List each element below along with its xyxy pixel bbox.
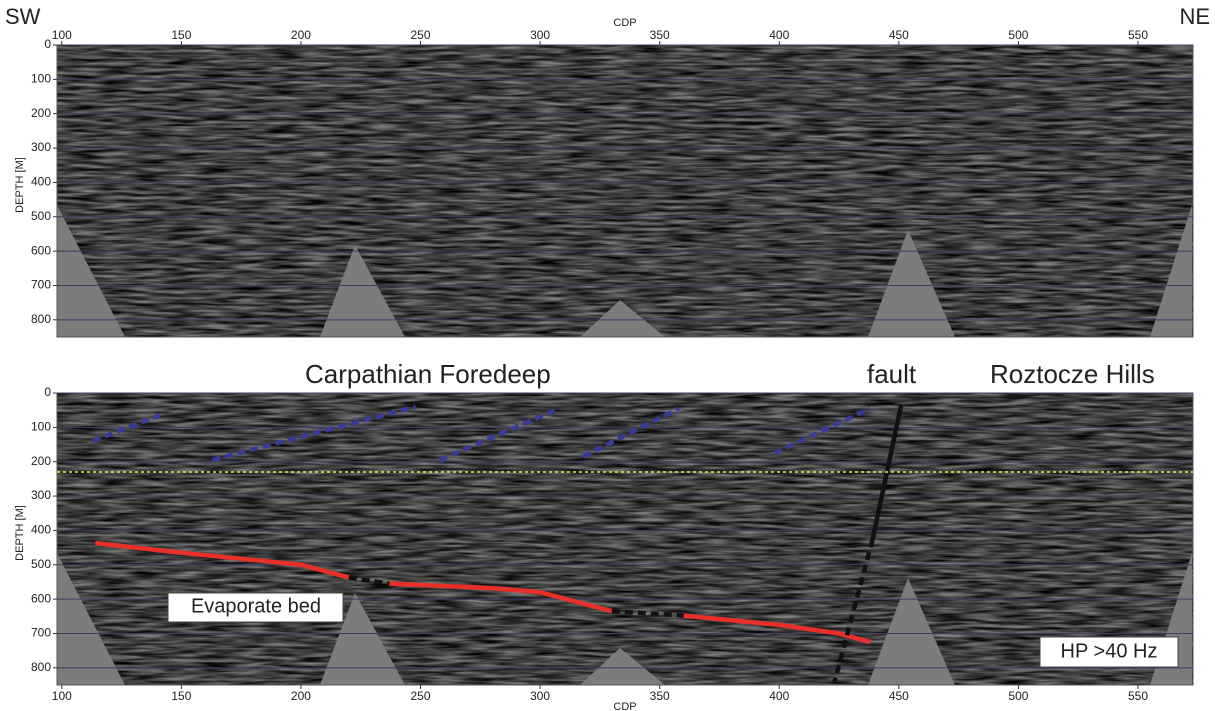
mute-zone xyxy=(868,230,955,337)
interpretation-line xyxy=(611,608,684,618)
x-axis-label: CDP xyxy=(613,17,636,29)
y-tick-label: 600 xyxy=(31,243,51,257)
y-tick-label: 700 xyxy=(31,278,51,292)
y-tick-label: 500 xyxy=(31,209,51,223)
interpretation-line xyxy=(389,581,613,614)
y-tick-label: 200 xyxy=(31,106,51,120)
interpretation-line xyxy=(211,404,417,463)
x-tick-label: 300 xyxy=(530,689,550,703)
y-tick-label: 700 xyxy=(31,626,51,640)
annotation: Roztocze Hills xyxy=(990,359,1155,389)
left-label: SW xyxy=(5,4,41,29)
x-tick-label: 150 xyxy=(171,689,191,703)
annotation: HP >40 Hz xyxy=(1061,640,1158,662)
interpretation-line xyxy=(773,406,872,456)
y-tick-label: 800 xyxy=(31,312,51,326)
mute-zone xyxy=(1150,205,1192,337)
interpretation-line xyxy=(582,406,680,459)
x-tick-label: 250 xyxy=(411,689,431,703)
mute-zone xyxy=(580,300,665,337)
annotation-box xyxy=(167,592,344,623)
mute-zone xyxy=(320,593,405,685)
annotation: Evaporate bed xyxy=(191,595,321,617)
seismic-texture xyxy=(57,393,1193,685)
mute-zone xyxy=(580,648,665,685)
y-tick-label: 800 xyxy=(31,660,51,674)
mute-zone xyxy=(320,245,405,337)
mute-zone xyxy=(57,553,125,685)
x-tick-label: 200 xyxy=(291,28,311,42)
right-label: NE xyxy=(1179,4,1210,29)
x-tick-label: 400 xyxy=(769,689,789,703)
x-tick-label: 500 xyxy=(1008,689,1028,703)
seismic-texture xyxy=(57,45,1193,337)
y-tick-label: 300 xyxy=(31,488,51,502)
y-tick-label: 0 xyxy=(44,385,51,399)
y-tick-label: 400 xyxy=(31,175,51,189)
mute-zone xyxy=(868,578,955,685)
x-tick-label: 150 xyxy=(171,28,191,42)
x-tick-label: 100 xyxy=(52,689,72,703)
x-tick-label: 400 xyxy=(769,28,789,42)
y-tick-label: 100 xyxy=(31,420,51,434)
x-tick-label: 550 xyxy=(1128,689,1148,703)
annotation-box xyxy=(1039,636,1179,668)
y-axis-label: DEPTH [M] xyxy=(14,157,26,213)
y-tick-label: 100 xyxy=(31,72,51,86)
y-tick-label: 0 xyxy=(44,37,51,51)
annotation: Carpathian Foredeep xyxy=(305,359,551,389)
x-tick-label: 350 xyxy=(650,28,670,42)
x-tick-label: 200 xyxy=(291,689,311,703)
x-tick-label: 250 xyxy=(411,28,431,42)
y-tick-label: 500 xyxy=(31,557,51,571)
interpretation-line xyxy=(683,613,871,645)
interpretation-line xyxy=(95,540,350,580)
x-tick-label: 300 xyxy=(530,28,550,42)
y-axis-label: DEPTH [M] xyxy=(14,505,26,561)
y-tick-label: 200 xyxy=(31,454,51,468)
interpretation-line xyxy=(92,413,161,444)
annotation: fault xyxy=(867,359,917,389)
x-tick-label: 350 xyxy=(650,689,670,703)
x-axis-label: CDP xyxy=(613,701,636,711)
x-tick-label: 100 xyxy=(52,28,72,42)
interpretation-line xyxy=(348,575,390,586)
y-tick-label: 300 xyxy=(31,140,51,154)
y-tick-label: 600 xyxy=(31,591,51,605)
x-tick-label: 500 xyxy=(1008,28,1028,42)
interpretation-line xyxy=(438,406,561,463)
interpretation-line xyxy=(832,539,875,684)
x-tick-label: 450 xyxy=(889,28,909,42)
x-tick-label: 550 xyxy=(1128,28,1148,42)
x-tick-label: 450 xyxy=(889,689,909,703)
mute-zone xyxy=(57,205,125,337)
y-tick-label: 400 xyxy=(31,523,51,537)
